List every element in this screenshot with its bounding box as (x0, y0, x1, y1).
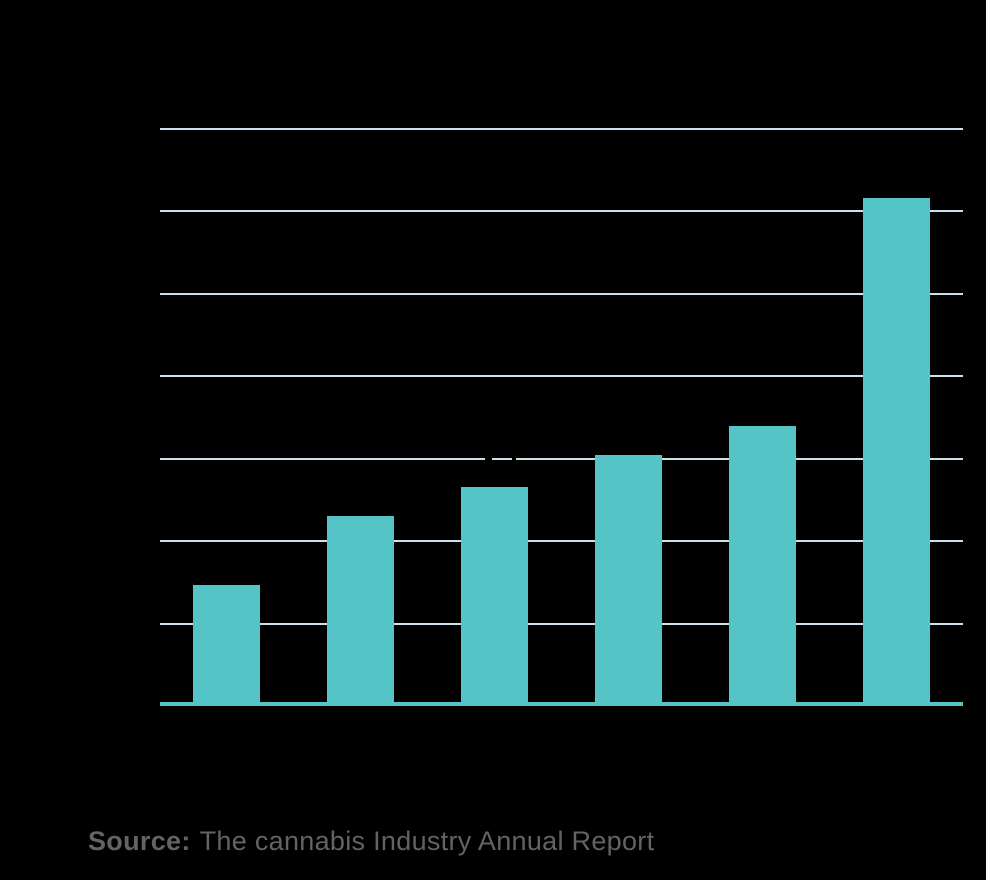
gridline-3 (160, 457, 485, 460)
bar-3 (461, 486, 528, 706)
source-label: Source: (88, 826, 191, 856)
gridline-7 (160, 128, 963, 130)
bar-6 (863, 198, 930, 706)
gridline-4 (160, 375, 963, 378)
bar-2 (327, 515, 394, 706)
gridline-1 (160, 622, 963, 625)
x-axis-line (160, 702, 963, 706)
source-text: The cannabis Industry Annual Report (199, 826, 655, 856)
gridline-5 (160, 292, 963, 295)
gridline-6 (160, 210, 963, 213)
bar-4 (595, 454, 662, 706)
gridline-2 (160, 540, 963, 543)
gridline-3-seg1 (492, 457, 512, 460)
bar-5 (729, 425, 796, 706)
bar-1 (193, 584, 260, 706)
source-attribution: Source: The cannabis Industry Annual Repo… (88, 826, 654, 857)
